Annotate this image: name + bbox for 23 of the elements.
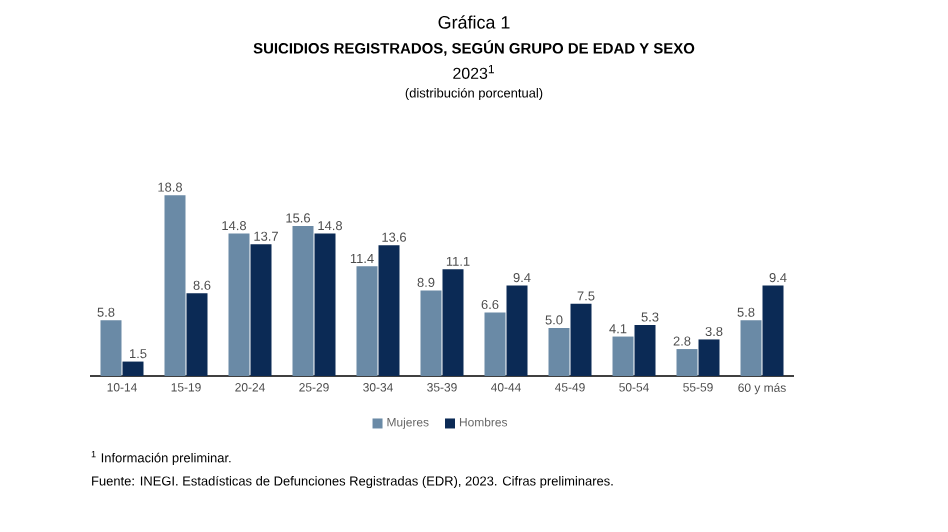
bar bbox=[612, 336, 634, 376]
bar bbox=[634, 325, 656, 376]
bar bbox=[484, 312, 506, 376]
bar bbox=[100, 320, 122, 376]
bar bbox=[186, 293, 208, 376]
bar bbox=[506, 285, 528, 376]
bar bbox=[122, 361, 144, 376]
bar bbox=[570, 303, 592, 376]
bar bbox=[356, 266, 378, 376]
chart-title: Gráfica 1 bbox=[438, 15, 510, 29]
bar bbox=[420, 290, 442, 376]
bar bbox=[250, 244, 272, 376]
bar bbox=[740, 320, 762, 376]
bar bbox=[378, 245, 400, 376]
bar bbox=[548, 327, 570, 376]
bar bbox=[676, 349, 698, 376]
bar bbox=[292, 225, 314, 376]
bar bbox=[762, 285, 784, 376]
bar bbox=[314, 233, 336, 376]
bar bbox=[698, 339, 720, 376]
bar bbox=[442, 269, 464, 376]
bar bbox=[164, 195, 186, 376]
bar bbox=[228, 233, 250, 376]
